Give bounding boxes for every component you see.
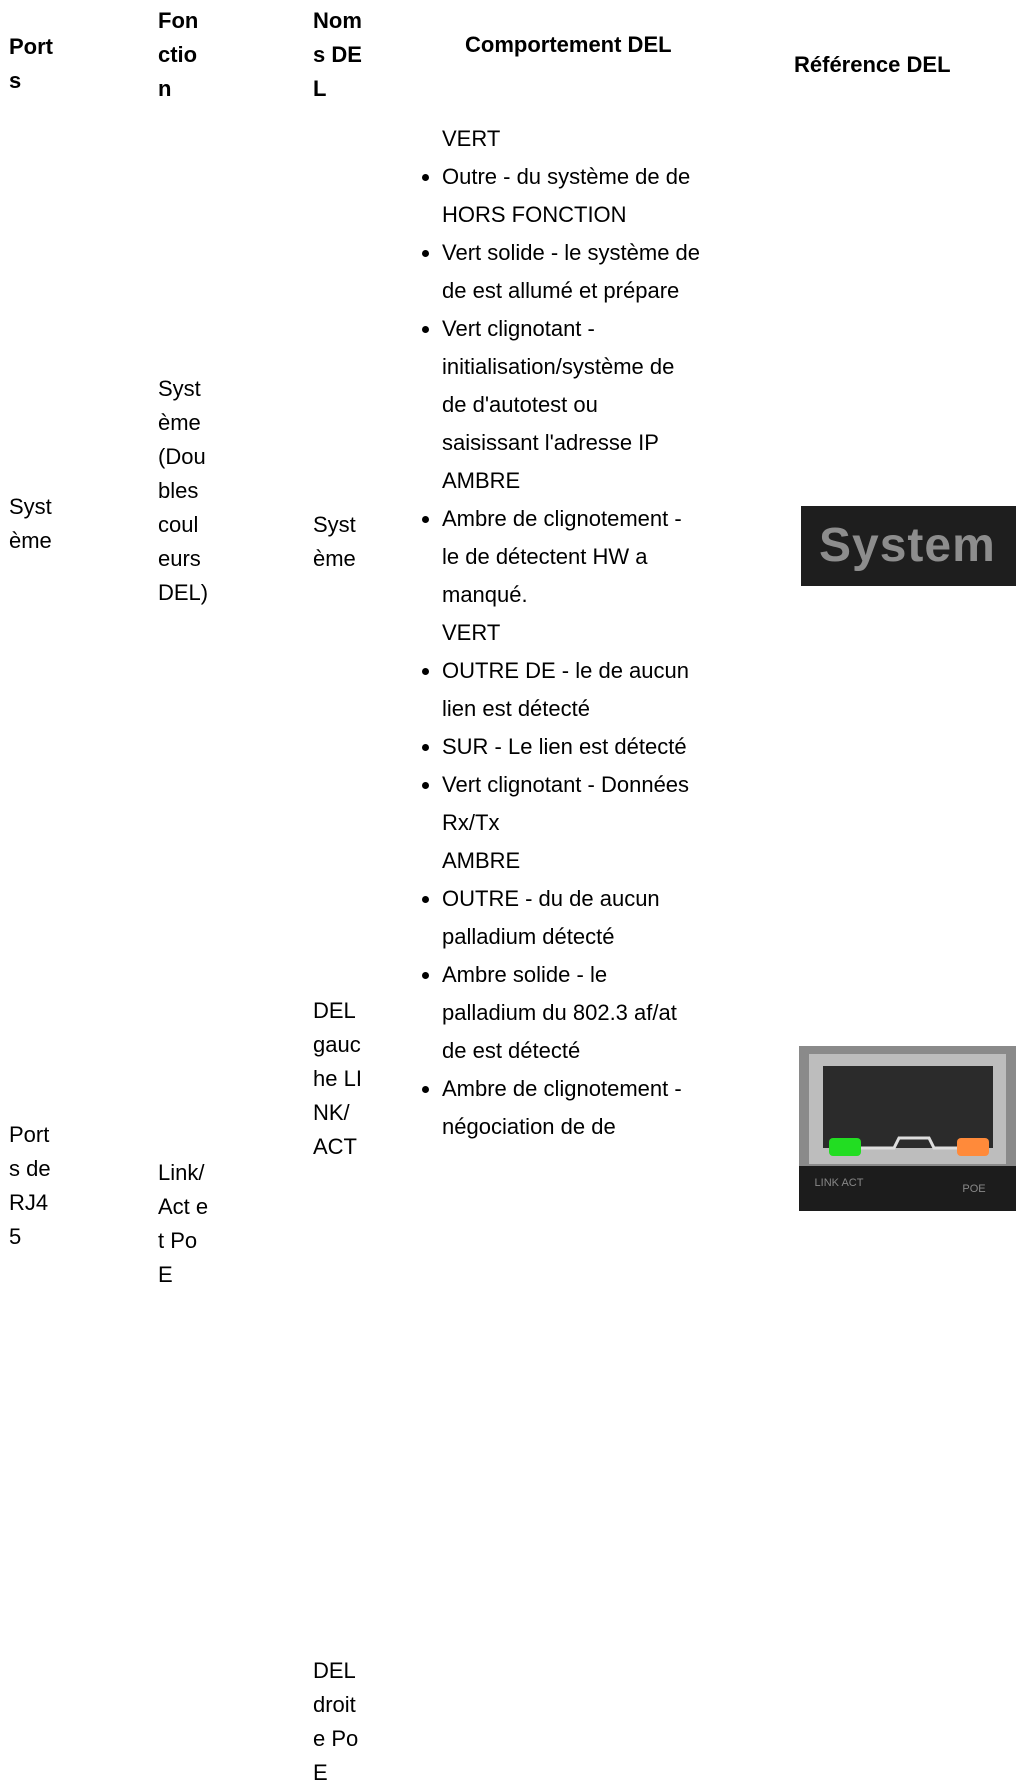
led-name: Système xyxy=(313,512,356,571)
port-led-image: LINK ACT POE xyxy=(799,1046,1016,1211)
behavior-list: Ambre de clignotement - le de détectent … xyxy=(418,500,700,614)
ports-cell: Ports de RJ45 xyxy=(9,1122,51,1249)
led-name: DEL droite PoE xyxy=(313,1658,359,1785)
behavior-column: VERT Outre - du système de de HORS FONCTI… xyxy=(418,120,700,1146)
behavior-item: Outre - du système de de HORS FONCTION xyxy=(442,158,700,234)
color-label: AMBRE xyxy=(442,848,521,873)
behavior-list: Outre - du système de de HORS FONCTIONVe… xyxy=(418,158,700,462)
color-label: AMBRE xyxy=(442,468,521,493)
fonction-cell: Système (Doubles couleurs DEL) xyxy=(158,376,209,605)
behavior-item: Ambre de clignotement - négociation de d… xyxy=(442,1070,700,1146)
led-name: DEL gauche LINK/ACT xyxy=(313,998,362,1159)
fonction-cell: Link/Act et PoE xyxy=(158,1160,209,1287)
behavior-list: OUTRE DE - le de aucun lien est détectéS… xyxy=(418,652,700,842)
header-comportement: Comportement DEL xyxy=(465,32,672,57)
system-led-image: System xyxy=(801,506,1016,586)
image-label: LINK ACT xyxy=(815,1177,864,1189)
behavior-item: Vert clignotant - Données Rx/Tx xyxy=(442,766,700,842)
behavior-list: OUTRE - du de aucun palladium détectéAmb… xyxy=(418,880,700,1146)
color-label: VERT xyxy=(442,620,501,645)
image-label: POE xyxy=(962,1183,985,1195)
behavior-item: Ambre solide - le palladium du 802.3 af/… xyxy=(442,956,700,1070)
behavior-item: Ambre de clignotement - le de détectent … xyxy=(442,500,700,614)
header-reference: Référence DEL xyxy=(794,52,951,77)
header-ports: Ports xyxy=(9,34,53,93)
image-label: System xyxy=(819,519,996,572)
behavior-item: SUR - Le lien est détecté xyxy=(442,728,700,766)
behavior-item: OUTRE DE - le de aucun lien est détecté xyxy=(442,652,700,728)
behavior-item: Vert clignotant - initialisation/système… xyxy=(442,310,700,462)
header-noms: Noms DEL xyxy=(313,8,362,101)
header-fonction: Fonction xyxy=(158,8,199,101)
behavior-item: Vert solide - le système de de est allum… xyxy=(442,234,700,310)
behavior-item: OUTRE - du de aucun palladium détecté xyxy=(442,880,700,956)
color-label: VERT xyxy=(442,126,501,151)
ports-cell: Système xyxy=(9,494,52,553)
